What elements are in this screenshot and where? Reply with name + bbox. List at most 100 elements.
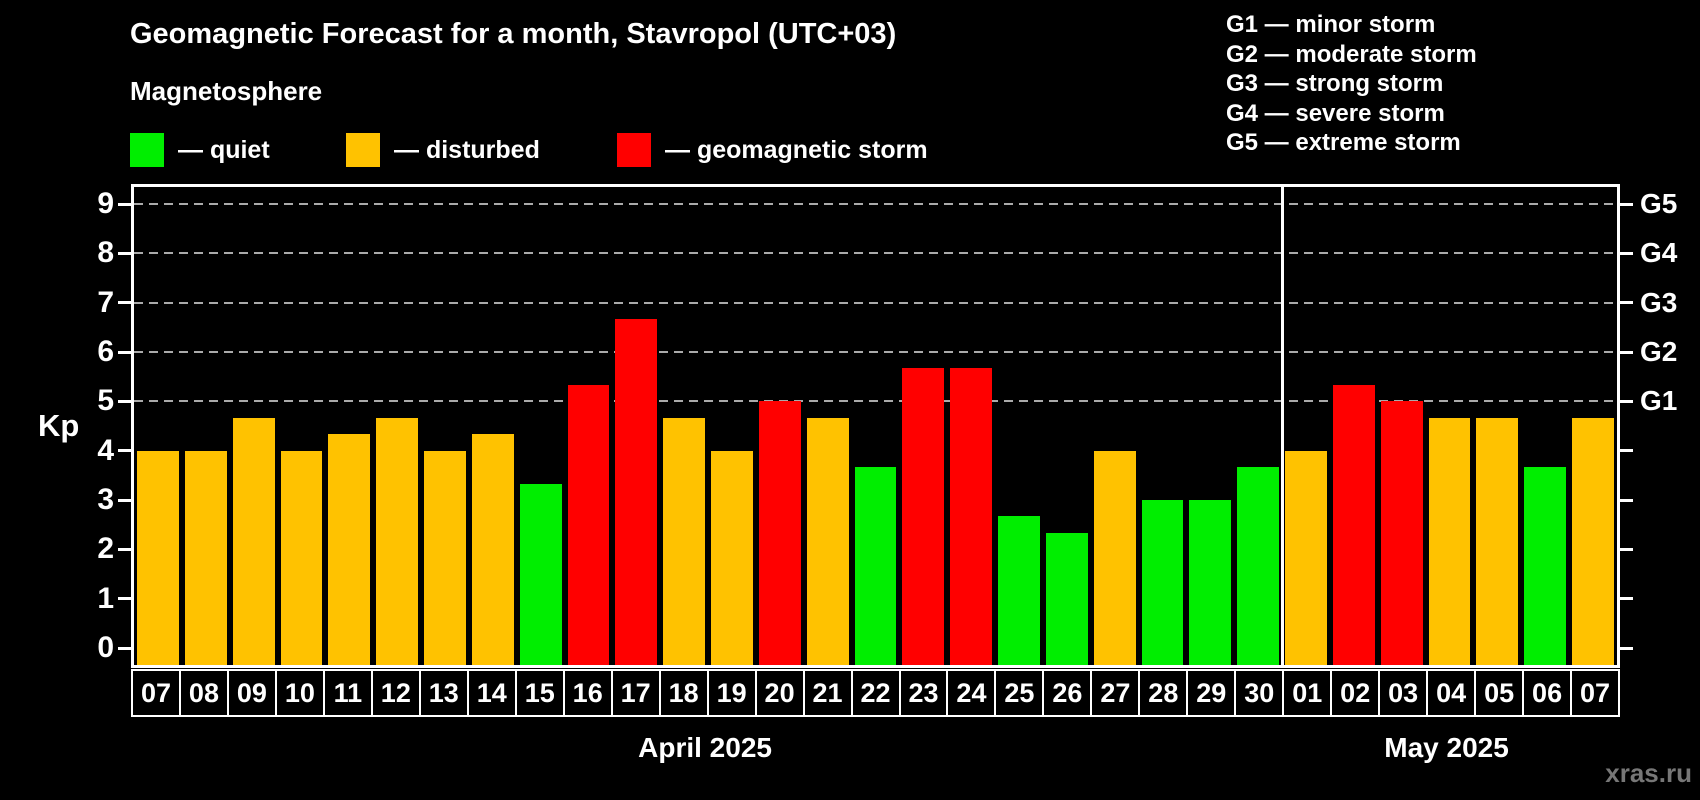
bar-may-06 [1524, 466, 1567, 665]
legend-item-disturbed: — disturbed [346, 133, 540, 167]
plot-area [131, 184, 1620, 668]
legend-item-storm: — geomagnetic storm [617, 133, 928, 167]
day-label-apr-10: 10 [274, 669, 325, 717]
day-label-may-02: 02 [1330, 669, 1381, 717]
y-tick-left-1 [118, 597, 131, 601]
y-tick-left-3 [118, 498, 131, 502]
day-label-apr-16: 16 [562, 669, 613, 717]
day-label-apr-23: 23 [898, 669, 949, 717]
y-tick-label-4: 4 [97, 433, 114, 467]
day-label-apr-29: 29 [1186, 669, 1237, 717]
legend-label-quiet: — quiet [178, 135, 270, 164]
y-tick-right-5 [1620, 399, 1633, 403]
y-tick-label-5: 5 [97, 384, 114, 418]
bar-may-05 [1476, 417, 1519, 665]
bar-apr-26 [1045, 533, 1088, 665]
bar-apr-22 [854, 466, 897, 665]
y-tick-right-2 [1620, 547, 1633, 551]
day-label-apr-15: 15 [514, 669, 565, 717]
bar-may-01 [1285, 450, 1327, 665]
g-scale-label-g1: G1 [1640, 385, 1678, 417]
y-tick-label-0: 0 [97, 631, 114, 664]
bar-may-02 [1332, 385, 1375, 665]
day-label-apr-12: 12 [370, 669, 421, 717]
bar-apr-23 [902, 368, 945, 665]
bar-apr-28 [1141, 500, 1184, 665]
legend-label-disturbed: — disturbed [394, 135, 540, 164]
watermark: xras.ru [1605, 758, 1692, 788]
chart-title: Geomagnetic Forecast for a month, Stavro… [130, 18, 897, 50]
gridline-kp6 [134, 351, 1617, 353]
bar-apr-10 [280, 450, 323, 665]
day-label-apr-27: 27 [1090, 669, 1141, 717]
bar-may-07 [1572, 417, 1614, 665]
y-tick-left-6 [118, 350, 131, 354]
month-label-may: May 2025 [1384, 732, 1509, 763]
bar-apr-11 [328, 434, 371, 665]
y-tick-left-0 [118, 646, 131, 650]
y-tick-right-8 [1620, 251, 1633, 255]
day-label-may-06: 06 [1522, 669, 1573, 717]
month-label-april: April 2025 [638, 732, 772, 763]
month-labels: April 2025 May 2025 [131, 732, 1620, 772]
y-tick-left-8 [118, 251, 131, 255]
day-label-apr-25: 25 [994, 669, 1045, 717]
bar-apr-17 [615, 318, 658, 665]
g-scale-label-g2: G2 [1640, 336, 1678, 367]
day-label-apr-22: 22 [850, 669, 901, 717]
storm-scale-line-g1: G1 — minor storm [1226, 11, 1436, 38]
magnetosphere-label: Magnetosphere [130, 76, 323, 106]
y-tick-right-9 [1620, 202, 1633, 206]
bar-may-03 [1380, 401, 1423, 665]
y-tick-label-6: 6 [97, 335, 114, 368]
day-label-apr-20: 20 [754, 669, 805, 717]
bar-apr-20 [758, 401, 801, 665]
legend-label-storm: — geomagnetic storm [665, 135, 928, 164]
storm-scale-line-g2: G2 — moderate storm [1226, 40, 1477, 68]
day-label-apr-19: 19 [706, 669, 757, 717]
day-label-apr-14: 14 [466, 669, 517, 717]
day-label-may-07: 07 [1570, 669, 1621, 717]
y-tick-right-0 [1620, 646, 1633, 650]
bar-may-04 [1428, 417, 1471, 665]
month-divider [1280, 187, 1284, 665]
y-axis-label: Kp [38, 408, 80, 443]
bar-apr-21 [806, 417, 849, 665]
bar-apr-18 [663, 417, 706, 665]
day-label-apr-24: 24 [946, 669, 997, 717]
storm-scale-line-g3: G3 — strong storm [1226, 70, 1444, 97]
day-label-apr-18: 18 [658, 669, 709, 717]
bar-apr-09 [232, 417, 275, 665]
bar-apr-19 [711, 450, 753, 665]
day-label-apr-17: 17 [610, 669, 661, 717]
y-tick-label-2: 2 [97, 532, 114, 566]
y-tick-label-8: 8 [97, 236, 114, 270]
y-tick-right-1 [1620, 597, 1633, 601]
day-label-apr-08: 08 [178, 669, 229, 717]
day-label-apr-26: 26 [1042, 669, 1093, 717]
y-tick-right-3 [1620, 498, 1633, 502]
legend-swatch-storm-icon [617, 133, 651, 167]
day-label-apr-13: 13 [418, 669, 469, 717]
bar-apr-25 [998, 516, 1040, 665]
day-label-may-05: 05 [1474, 669, 1525, 717]
legend-swatch-quiet-icon [130, 133, 164, 167]
gridline-kp5 [134, 400, 1617, 403]
bar-apr-13 [424, 450, 466, 665]
day-label-apr-07: 07 [131, 669, 181, 717]
bar-apr-14 [471, 434, 514, 665]
g-scale-label-g4: G4 [1640, 237, 1678, 269]
bar-apr-29 [1189, 500, 1232, 665]
y-tick-left-5 [118, 399, 131, 403]
y-tick-label-1: 1 [97, 581, 114, 615]
day-label-apr-11: 11 [322, 669, 373, 717]
y-tick-label-9: 9 [97, 187, 114, 220]
bar-apr-12 [376, 417, 419, 665]
day-label-apr-21: 21 [802, 669, 853, 717]
bar-apr-08 [184, 450, 227, 665]
y-tick-left-7 [118, 301, 131, 305]
y-tick-label-7: 7 [97, 285, 114, 319]
day-label-may-01: 01 [1282, 669, 1333, 717]
bar-apr-27 [1093, 450, 1136, 665]
